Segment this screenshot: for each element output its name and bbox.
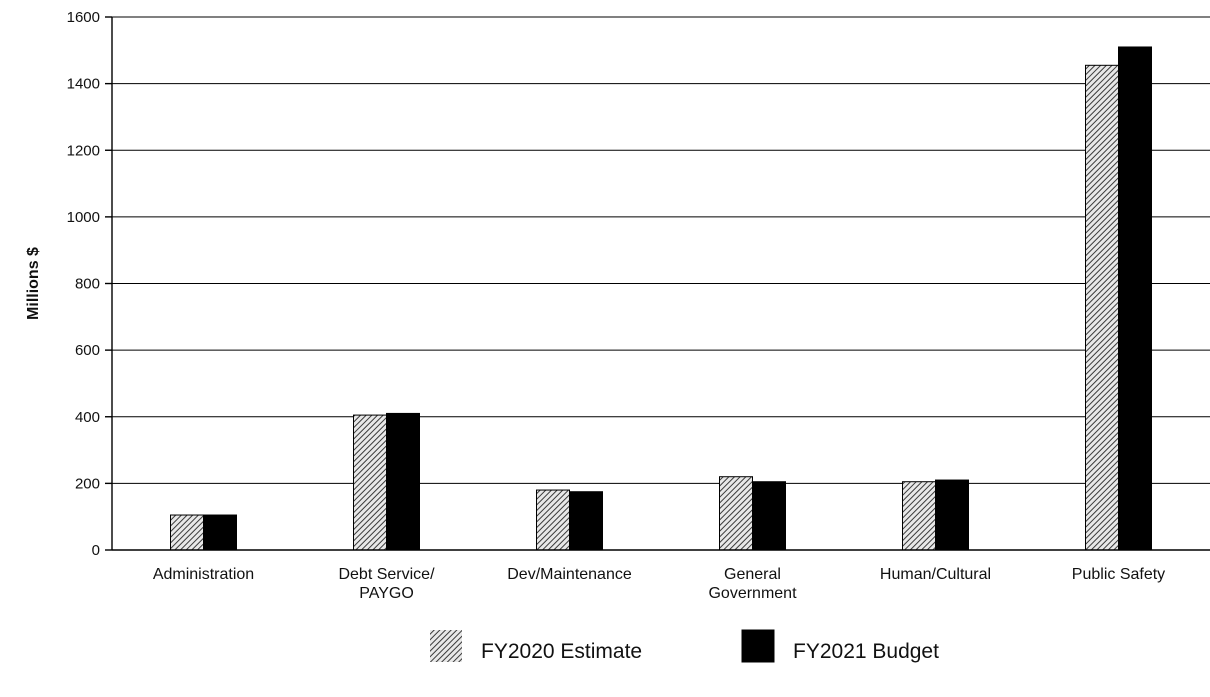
y-tick-label: 1600: [67, 9, 100, 26]
bar-fy2021: [203, 514, 237, 551]
bar-fy2020: [170, 514, 204, 551]
y-tick-label: 400: [75, 409, 100, 426]
x-category-label: Debt Service/: [338, 566, 435, 583]
bar-fy2021: [386, 412, 420, 551]
y-tick-label: 800: [75, 276, 100, 293]
y-tick-label: 1200: [67, 142, 100, 159]
x-category-label: PAYGO: [359, 585, 414, 602]
bar-fy2020: [536, 489, 570, 551]
bar-fy2021: [1118, 46, 1152, 551]
x-category-label: Government: [708, 585, 797, 602]
y-tick-label: 1400: [67, 76, 100, 93]
y-tick-label: 200: [75, 475, 100, 492]
x-category-label: Human/Cultural: [880, 566, 991, 583]
bar-fy2020: [719, 476, 753, 551]
legend-label: FY2020 Estimate: [481, 640, 642, 663]
bar-fy2021: [935, 479, 969, 551]
x-category-label: Public Safety: [1072, 566, 1165, 583]
x-category-label: General: [724, 566, 781, 583]
bar-fy2020: [1085, 64, 1119, 551]
x-category-label: Administration: [153, 566, 254, 583]
bar-fy2020: [902, 481, 936, 551]
bar-fy2021: [752, 481, 786, 551]
x-category-label: Dev/Maintenance: [507, 566, 632, 583]
bar-fy2021: [569, 491, 603, 551]
y-tick-label: 600: [75, 342, 100, 359]
legend-swatch: [430, 630, 462, 662]
y-tick-label: 1000: [67, 209, 100, 226]
legend-swatch: [741, 629, 775, 663]
legend-label: FY2021 Budget: [793, 640, 939, 663]
y-tick-label: 0: [92, 542, 100, 559]
y-axis-title: Millions $: [25, 247, 42, 320]
bar-fy2020: [353, 414, 387, 551]
